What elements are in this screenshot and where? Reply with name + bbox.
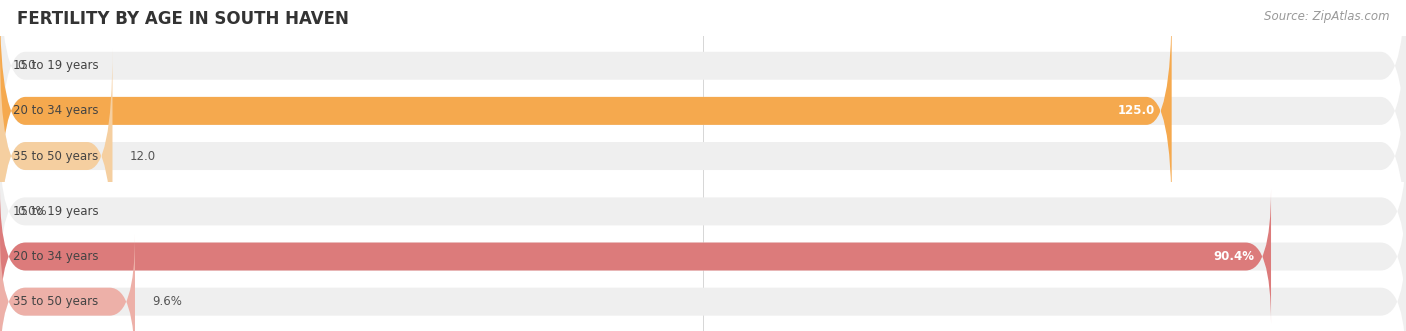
FancyBboxPatch shape [0, 3, 1406, 219]
Text: 20 to 34 years: 20 to 34 years [13, 104, 98, 118]
FancyBboxPatch shape [0, 48, 112, 264]
FancyBboxPatch shape [0, 189, 1406, 324]
Text: Source: ZipAtlas.com: Source: ZipAtlas.com [1264, 10, 1389, 23]
Text: FERTILITY BY AGE IN SOUTH HAVEN: FERTILITY BY AGE IN SOUTH HAVEN [17, 10, 349, 28]
Text: 125.0: 125.0 [1118, 104, 1154, 118]
FancyBboxPatch shape [0, 234, 1406, 331]
Text: 0.0: 0.0 [17, 59, 35, 72]
Text: 12.0: 12.0 [129, 150, 156, 163]
Text: 20 to 34 years: 20 to 34 years [13, 250, 98, 263]
Text: 35 to 50 years: 35 to 50 years [13, 150, 98, 163]
Text: 35 to 50 years: 35 to 50 years [13, 295, 98, 308]
FancyBboxPatch shape [0, 144, 1406, 279]
Text: 0.0%: 0.0% [17, 205, 46, 218]
Text: 15 to 19 years: 15 to 19 years [13, 59, 98, 72]
Text: 15 to 19 years: 15 to 19 years [13, 205, 98, 218]
FancyBboxPatch shape [0, 48, 1406, 264]
Text: 90.4%: 90.4% [1213, 250, 1254, 263]
FancyBboxPatch shape [0, 3, 1171, 219]
Text: 9.6%: 9.6% [152, 295, 181, 308]
FancyBboxPatch shape [0, 0, 1406, 174]
FancyBboxPatch shape [0, 189, 1271, 324]
FancyBboxPatch shape [0, 234, 135, 331]
